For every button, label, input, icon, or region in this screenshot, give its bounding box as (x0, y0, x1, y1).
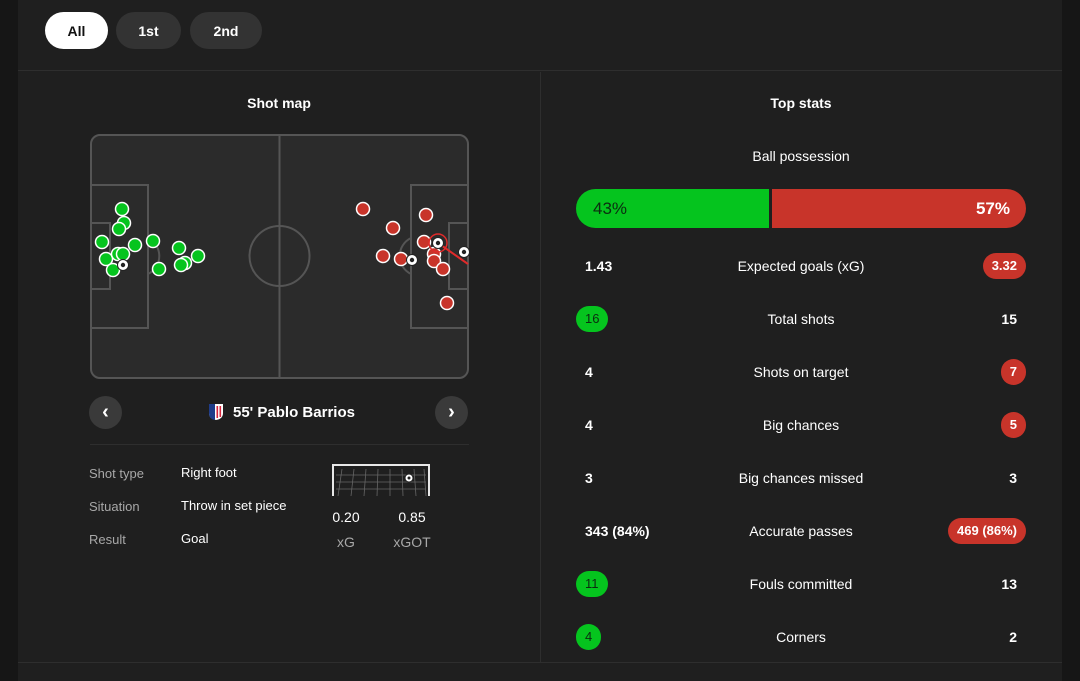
selected-shot-ring (428, 233, 448, 253)
stat-label: Accurate passes (749, 523, 853, 539)
home-shot-marker[interactable] (94, 234, 110, 250)
stat-home-value: 4 (585, 417, 593, 433)
column-divider (540, 72, 541, 662)
shot-type-label: Shot type (89, 466, 144, 481)
stat-away-value: 13 (1001, 576, 1017, 592)
home-shot-marker[interactable] (111, 221, 127, 237)
selected-shot-header: 55' Pablo Barrios (208, 400, 355, 424)
stat-away-value: 2 (1009, 629, 1017, 645)
stat-row: Corners 4 2 (576, 622, 1026, 652)
away-shot-marker[interactable] (435, 261, 451, 277)
shot-minute-player: 55' Pablo Barrios (233, 403, 355, 421)
stat-home-value: 16 (576, 306, 609, 332)
selected-shot-trajectory (437, 242, 469, 265)
home-shot-marker[interactable] (127, 237, 143, 253)
top-stats-title: Top stats (770, 95, 832, 111)
previous-shot-button[interactable]: ‹ (89, 396, 122, 429)
stat-row: Total shots 16 15 (576, 304, 1026, 334)
stat-label: Big chances (762, 417, 840, 433)
shot-type-value: Right foot (181, 465, 237, 480)
shot-map-pitch[interactable] (90, 134, 469, 379)
home-shot-marker[interactable] (98, 251, 114, 267)
possession-bar: 43% 57% (576, 189, 1026, 228)
home-shot-marker[interactable] (115, 246, 131, 262)
goal-frame-diagram (332, 464, 430, 497)
away-shot-marker[interactable] (418, 207, 434, 223)
period-all-button[interactable]: All (45, 12, 108, 49)
away-shot-marker[interactable] (375, 248, 391, 264)
stat-label: Shots on target (753, 364, 849, 380)
stat-away-value: 469 (86%) (948, 518, 1026, 544)
stat-row: Fouls committed 11 13 (576, 569, 1026, 599)
away-shot-marker[interactable] (355, 201, 371, 217)
stat-label: Fouls committed (749, 576, 853, 592)
xg-label: xG (337, 534, 355, 550)
shot-details-divider (90, 444, 469, 445)
period-first-half-button[interactable]: 1st (116, 12, 181, 49)
atletico-madrid-crest (209, 404, 223, 420)
chevron-right-icon: › (448, 401, 455, 423)
stat-row: Expected goals (xG) 1.43 3.32 (576, 251, 1026, 281)
match-stats-card: All 1st 2nd Shot map ‹ 55' Pablo (18, 0, 1062, 681)
stat-label: Expected goals (xG) (737, 258, 865, 274)
possession-away: 57% (772, 189, 1026, 228)
goal-ball-icon[interactable] (117, 259, 129, 271)
xgot-value: 0.85 (398, 509, 426, 525)
shot-map-title: Shot map (247, 95, 311, 111)
possession-home: 43% (576, 189, 769, 228)
away-shot-marker[interactable] (439, 295, 455, 311)
home-shot-marker[interactable] (173, 257, 189, 273)
away-shot-marker[interactable] (426, 253, 442, 269)
stat-label: Big chances missed (738, 470, 864, 486)
stat-home-value: 343 (84%) (585, 523, 650, 539)
stat-away-value: 3 (1009, 470, 1017, 486)
home-shot-marker[interactable] (151, 261, 167, 277)
xg-value: 0.20 (332, 509, 360, 525)
situation-label: Situation (89, 499, 140, 514)
away-shot-marker[interactable] (416, 234, 432, 250)
away-shot-marker[interactable] (393, 251, 409, 267)
result-value: Goal (181, 531, 209, 546)
stat-row: Shots on target 4 7 (576, 357, 1026, 387)
possession-label: Ball possession (752, 148, 850, 164)
home-shot-marker[interactable] (171, 240, 187, 256)
stat-away-value: 15 (1001, 311, 1017, 327)
stat-label: Total shots (767, 311, 835, 327)
stat-away-value: 7 (1000, 359, 1026, 385)
xgot-label: xGOT (393, 534, 431, 550)
next-shot-button[interactable]: › (435, 396, 468, 429)
stat-home-value: 4 (585, 364, 593, 380)
stat-label: Corners (776, 629, 826, 645)
bottom-divider (18, 662, 1062, 663)
chevron-left-icon: ‹ (102, 401, 109, 423)
home-shot-marker[interactable] (105, 262, 121, 278)
stat-home-value: 3 (585, 470, 593, 486)
situation-value: Throw in set piece (181, 498, 287, 513)
stat-row: Accurate passes 343 (84%) 469 (86%) (576, 516, 1026, 546)
goal-ball-icon[interactable] (458, 246, 470, 258)
home-shot-marker[interactable] (145, 233, 161, 249)
stat-away-value: 3.32 (982, 253, 1026, 279)
goal-ball-icon[interactable] (432, 237, 444, 249)
home-shot-marker[interactable] (114, 201, 130, 217)
stat-row: Big chances 4 5 (576, 410, 1026, 440)
stat-away-value: 5 (1000, 412, 1026, 438)
result-label: Result (89, 532, 126, 547)
stat-home-value: 1.43 (585, 258, 613, 274)
away-shot-marker[interactable] (385, 220, 401, 236)
stat-row: Big chances missed 3 3 (576, 463, 1026, 493)
period-second-half-button[interactable]: 2nd (190, 12, 262, 49)
goal-ball-icon[interactable] (406, 254, 418, 266)
period-filter-bar: All 1st 2nd (18, 0, 1062, 71)
stat-home-value: 4 (576, 624, 602, 650)
home-shot-marker[interactable] (190, 248, 206, 264)
stat-home-value: 11 (576, 571, 608, 597)
